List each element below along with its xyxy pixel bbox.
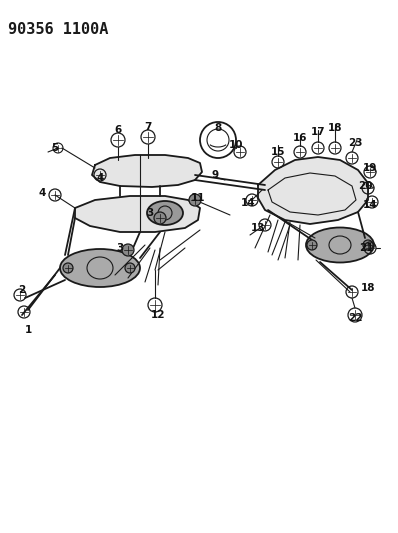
Polygon shape [92,155,202,187]
Text: 2: 2 [18,285,25,295]
Ellipse shape [306,228,374,262]
Circle shape [154,212,166,224]
Text: 4: 4 [96,173,104,183]
Text: 16: 16 [293,133,307,143]
Text: 14: 14 [241,198,255,208]
Text: 4: 4 [38,188,46,198]
Text: 20: 20 [358,181,372,191]
Text: 90356 1100A: 90356 1100A [8,22,108,37]
Text: 14: 14 [363,200,377,210]
Text: 23: 23 [348,138,362,148]
Circle shape [307,240,317,250]
Text: 3: 3 [146,208,154,218]
Circle shape [189,194,201,206]
Text: 11: 11 [191,193,205,203]
Text: 18: 18 [361,283,375,293]
Polygon shape [75,196,200,232]
Text: 5: 5 [51,143,59,153]
Circle shape [363,240,373,250]
Text: 3: 3 [116,243,124,253]
Text: 6: 6 [114,125,122,135]
Text: 8: 8 [215,123,222,133]
Text: 18: 18 [328,123,342,133]
Ellipse shape [147,201,183,225]
Polygon shape [258,157,368,224]
Text: 1: 1 [24,325,31,335]
Text: 21: 21 [359,243,373,253]
Text: 22: 22 [348,313,362,323]
Text: 13: 13 [251,223,265,233]
Ellipse shape [60,249,140,287]
Text: 9: 9 [211,170,219,180]
Text: 19: 19 [363,163,377,173]
Text: 15: 15 [271,147,285,157]
Circle shape [125,263,135,273]
Text: 17: 17 [311,127,325,137]
Circle shape [63,263,73,273]
Text: 10: 10 [229,140,243,150]
Circle shape [122,244,134,256]
Text: 12: 12 [151,310,165,320]
Text: 7: 7 [144,122,152,132]
